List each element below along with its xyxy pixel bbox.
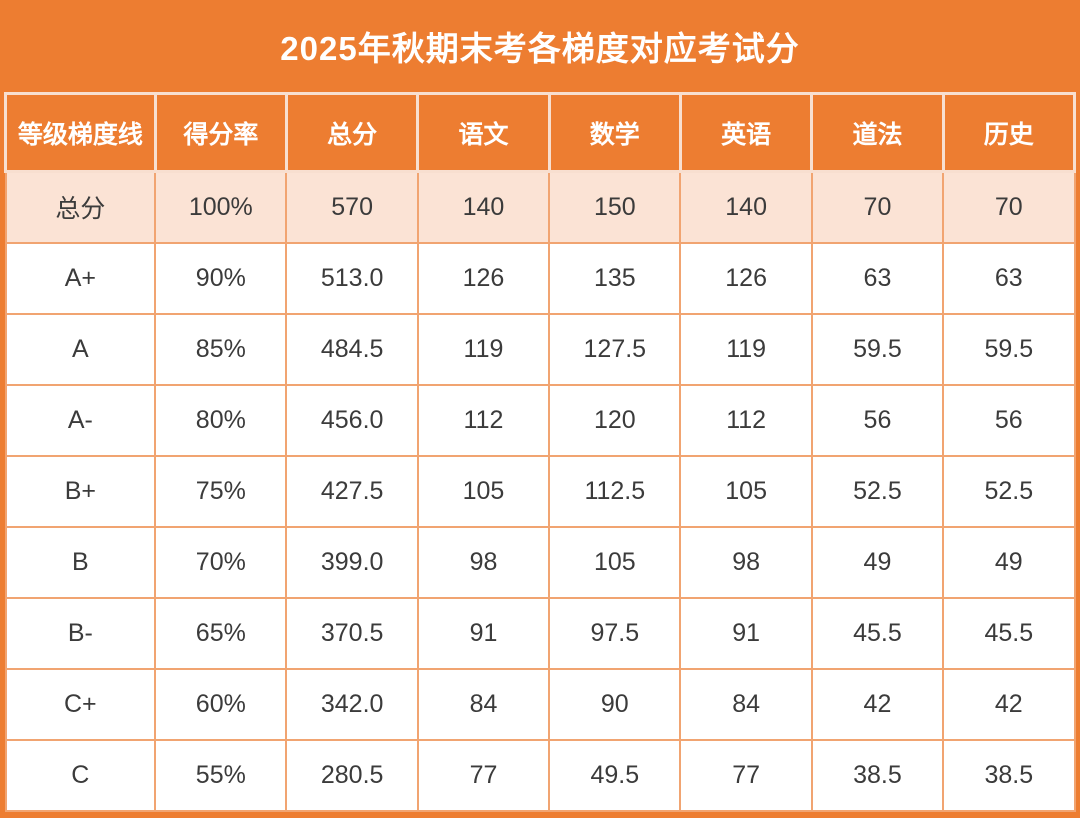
table-cell: 84 (416, 667, 551, 741)
table-body: 总分 100% 570 140 150 140 70 70 A+ 90% 513.0 126 135 12… (4, 170, 1076, 812)
table-cell: 91 (416, 596, 551, 670)
table-cell: 56 (810, 383, 945, 457)
row-label-cell: A- (4, 383, 157, 457)
table-cell: 85% (154, 312, 288, 386)
table-cell: 342.0 (285, 667, 419, 741)
table-cell: 105 (416, 454, 551, 528)
table-cell: 77 (416, 738, 551, 812)
table-row: B- 65% 370.5 91 97.5 91 45.5 45.5 (4, 596, 1076, 670)
header-row: 等级梯度线 得分率 总分 语文 数学 英语 道法 历史 (4, 92, 1077, 173)
column-header: 语文 (416, 92, 551, 173)
table-cell: 60% (154, 667, 288, 741)
table-cell: 280.5 (285, 738, 419, 812)
table-cell: 140 (416, 170, 551, 244)
table-cell: 90 (548, 667, 682, 741)
table-cell: 126 (416, 241, 551, 315)
table-cell: 38.5 (810, 738, 945, 812)
column-header: 英语 (678, 92, 814, 173)
table-cell: 52.5 (942, 454, 1076, 528)
table-cell: 98 (679, 525, 813, 599)
table-row: 总分 100% 570 140 150 140 70 70 (4, 170, 1076, 244)
table-cell: 427.5 (285, 454, 419, 528)
table-cell: 112.5 (548, 454, 682, 528)
table-cell: 49.5 (548, 738, 682, 812)
column-header: 道法 (810, 92, 945, 173)
column-header: 数学 (547, 92, 682, 173)
table-cell: 120 (548, 383, 682, 457)
table-cell: 56 (942, 383, 1076, 457)
column-header: 总分 (284, 92, 420, 173)
table-cell: 77 (679, 738, 813, 812)
table-cell: 49 (942, 525, 1076, 599)
table-cell: 42 (810, 667, 945, 741)
table-cell: 119 (416, 312, 551, 386)
table-cell: 100% (154, 170, 288, 244)
table-cell: 63 (942, 241, 1076, 315)
table-cell: 55% (154, 738, 288, 812)
table-cell: 75% (154, 454, 288, 528)
table-head: 等级梯度线 得分率 总分 语文 数学 英语 道法 历史 (4, 92, 1077, 173)
row-label-cell: 总分 (4, 170, 157, 244)
table-cell: 65% (154, 596, 288, 670)
table-row: A+ 90% 513.0 126 135 126 63 63 (4, 241, 1076, 315)
row-label-cell: B- (4, 596, 157, 670)
table-cell: 97.5 (548, 596, 682, 670)
table-cell: 91 (679, 596, 813, 670)
row-label-cell: A+ (4, 241, 157, 315)
row-label-cell: A (4, 312, 157, 386)
table-cell: 127.5 (548, 312, 682, 386)
column-header: 得分率 (153, 92, 288, 173)
table-row: A- 80% 456.0 112 120 112 56 56 (4, 383, 1076, 457)
table-row: C 55% 280.5 77 49.5 77 38.5 38.5 (4, 738, 1076, 812)
column-header: 历史 (941, 92, 1077, 173)
table-cell: 112 (416, 383, 551, 457)
table-cell: 98 (416, 525, 551, 599)
table-cell: 45.5 (810, 596, 945, 670)
table-cell: 42 (942, 667, 1076, 741)
table-cell: 84 (679, 667, 813, 741)
table-cell: 140 (679, 170, 813, 244)
table-cell: 59.5 (810, 312, 945, 386)
table-row: B 70% 399.0 98 105 98 49 49 (4, 525, 1076, 599)
table-cell: 70 (810, 170, 945, 244)
table-cell: 45.5 (942, 596, 1076, 670)
table-cell: 456.0 (285, 383, 419, 457)
table-cell: 112 (679, 383, 813, 457)
table-cell: 49 (810, 525, 945, 599)
table-cell: 513.0 (285, 241, 419, 315)
row-label-cell: C+ (4, 667, 157, 741)
row-label-cell: C (4, 738, 157, 812)
table-cell: 59.5 (942, 312, 1076, 386)
table-cell: 70 (942, 170, 1076, 244)
table-cell: 63 (810, 241, 945, 315)
score-table: 等级梯度线 得分率 总分 语文 数学 英语 道法 历史 总分 100% 570 140 150 140 7… (4, 92, 1077, 812)
table-cell: 105 (548, 525, 682, 599)
table-cell: 52.5 (810, 454, 945, 528)
row-label-cell: B (4, 525, 157, 599)
table-cell: 150 (548, 170, 682, 244)
table-cell: 38.5 (942, 738, 1076, 812)
table-cell: 80% (154, 383, 288, 457)
column-header: 等级梯度线 (4, 92, 157, 173)
table-row: B+ 75% 427.5 105 112.5 105 52.5 52.5 (4, 454, 1076, 528)
table-cell: 70% (154, 525, 288, 599)
table-cell: 399.0 (285, 525, 419, 599)
table-cell: 570 (285, 170, 419, 244)
table-cell: 484.5 (285, 312, 419, 386)
table-cell: 370.5 (285, 596, 419, 670)
table-row: A 85% 484.5 119 127.5 119 59.5 59.5 (4, 312, 1076, 386)
table-cell: 126 (679, 241, 813, 315)
row-label-cell: B+ (4, 454, 157, 528)
page-title: 2025年秋期末考各梯度对应考试分 (280, 30, 800, 67)
table-cell: 119 (679, 312, 813, 386)
table-row: C+ 60% 342.0 84 90 84 42 42 (4, 667, 1076, 741)
table-cell: 135 (548, 241, 682, 315)
table-cell: 105 (679, 454, 813, 528)
table-cell: 90% (154, 241, 288, 315)
score-table-container: 等级梯度线 得分率 总分 语文 数学 英语 道法 历史 总分 100% 570 140 150 140 7… (0, 92, 1080, 812)
